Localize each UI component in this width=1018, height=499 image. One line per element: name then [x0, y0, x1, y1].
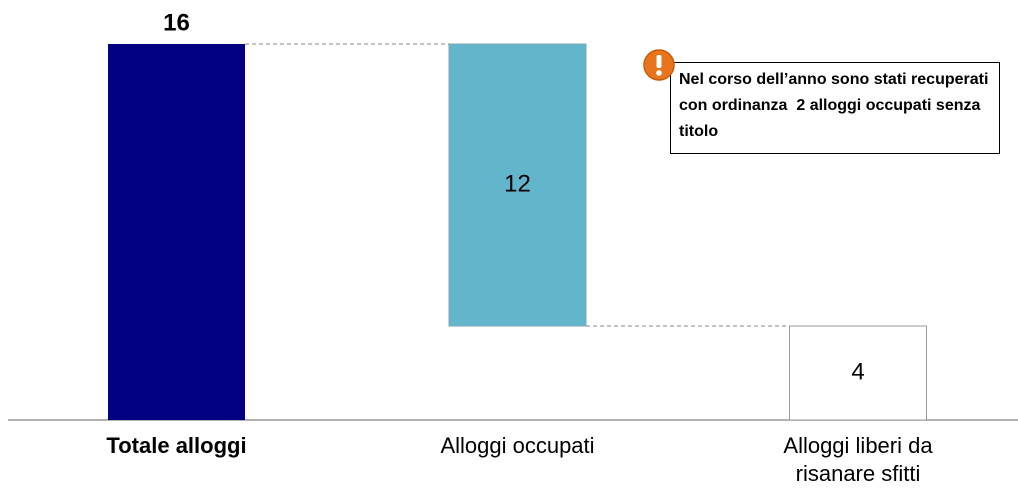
- annotation: Nel corso dell’anno sono stati recuperat…: [670, 62, 1000, 154]
- value-label: 12: [504, 170, 531, 197]
- value-label: 16: [163, 9, 190, 36]
- warning-icon: [643, 49, 675, 81]
- bar: [789, 325, 927, 421]
- value-label: 4: [851, 358, 864, 385]
- bar: [448, 43, 587, 327]
- bar: [108, 44, 245, 420]
- category-label: Totale alloggi: [106, 433, 247, 458]
- category-label: Alloggi liberi da risanare sfitti: [783, 433, 933, 486]
- category-label: Alloggi occupati: [440, 433, 595, 458]
